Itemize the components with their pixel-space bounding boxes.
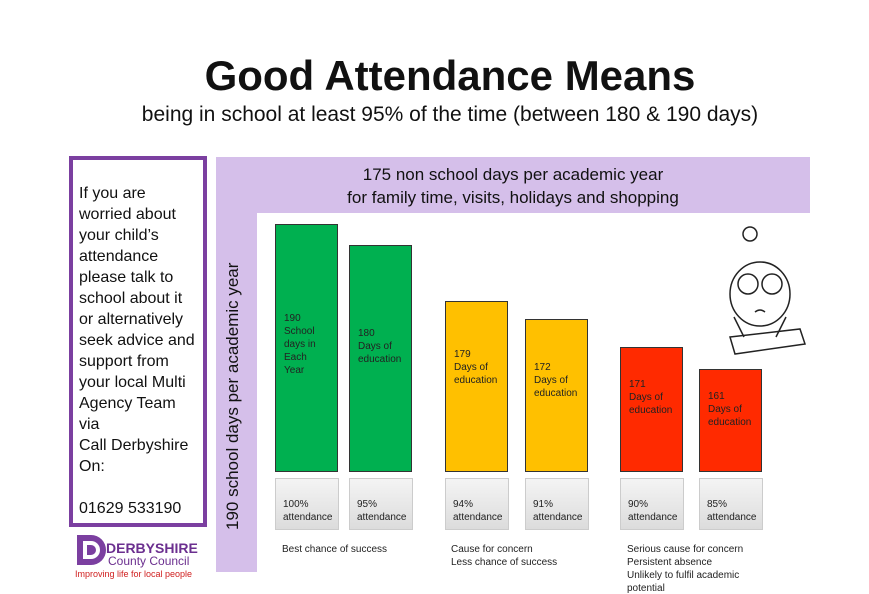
attendance-label: attendance [628, 512, 678, 523]
bar-label: 171 [629, 379, 646, 390]
attendance-box [445, 478, 509, 530]
bar-label: 161 [708, 391, 725, 402]
info-line: On: [79, 458, 105, 475]
bar-label: education [534, 388, 578, 399]
info-line: or alternatively [79, 311, 184, 328]
bar-label: 179 [454, 349, 471, 360]
info-line: Call Derbyshire [79, 437, 189, 454]
attendance-box [349, 478, 413, 530]
attendance-box [620, 478, 684, 530]
title: Good Attendance Means [204, 52, 696, 99]
info-line: your local Multi [79, 374, 186, 391]
logo-council: County Council [108, 554, 190, 568]
info-line: attendance [79, 248, 159, 265]
bar [445, 301, 508, 472]
bar-label: days in [284, 339, 316, 350]
logo-tagline: Improving life for local people [75, 569, 193, 579]
banner-line: 175 non school days per academic year [362, 165, 664, 184]
side-label: 190 school days per academic year [223, 262, 242, 530]
bar-label: Days of [534, 375, 568, 386]
bar-label: 180 [358, 328, 375, 339]
info-line: worried about [79, 206, 176, 223]
attendance-box [525, 478, 589, 530]
banner-line: for family time, visits, holidays and sh… [347, 188, 679, 207]
bar-label: Year [284, 365, 305, 376]
bar-label: Days of [708, 404, 742, 415]
attendance-label: attendance [453, 512, 503, 523]
bar-label: Each [284, 352, 307, 363]
attendance-label: attendance [707, 512, 757, 523]
logo-icon [77, 535, 106, 565]
attendance-box [275, 478, 339, 530]
cartoon [729, 226, 806, 355]
attendance-label: 90% [628, 499, 649, 510]
bar-label: School [284, 326, 315, 337]
info-box [69, 156, 207, 527]
logo-name: DERBYSHIRE [106, 540, 198, 556]
note: Less chance of success [451, 557, 558, 568]
attendance-label: 95% [357, 499, 378, 510]
info-line: Agency Team [79, 395, 176, 412]
bar-label: education [454, 375, 498, 386]
attendance-label: attendance [357, 512, 407, 523]
bar-label: education [708, 417, 752, 428]
subtitle: being in school at least 95% of the time… [141, 103, 759, 126]
note: potential [627, 583, 665, 594]
attendance-label: 91% [533, 499, 554, 510]
bar [525, 319, 588, 472]
bar-label: education [358, 354, 402, 365]
bar [275, 224, 338, 472]
info-line: If you are [79, 185, 146, 202]
note: Unlikely to fulfil academic [627, 570, 740, 581]
bar-label: Days of [629, 392, 663, 403]
bar [349, 245, 412, 472]
attendance-label: 100% [283, 499, 309, 510]
info-line: please talk to [79, 269, 174, 286]
attendance-label: 94% [453, 499, 474, 510]
note: Cause for concern [451, 544, 533, 555]
bar-label: 172 [534, 362, 551, 373]
info-line: seek advice and [79, 332, 195, 349]
info-line: your child’s [79, 227, 159, 244]
bar [620, 347, 683, 472]
bar-label: Days of [454, 362, 488, 373]
phone: 01629 533190 [79, 500, 182, 517]
info-line: school about it [79, 290, 183, 307]
info-line: via [79, 416, 100, 433]
attendance-label: attendance [533, 512, 583, 523]
bar-label: Days of [358, 341, 392, 352]
note: Best chance of success [282, 544, 388, 555]
bar-label: 190 [284, 313, 301, 324]
note: Persistent absence [627, 557, 713, 568]
attendance-label: attendance [283, 512, 333, 523]
attendance-label: 85% [707, 499, 728, 510]
bar-label: education [629, 405, 673, 416]
bar [699, 369, 762, 472]
attendance-box [699, 478, 763, 530]
info-line: support from [79, 353, 169, 370]
note: Serious cause for concern [627, 544, 744, 555]
